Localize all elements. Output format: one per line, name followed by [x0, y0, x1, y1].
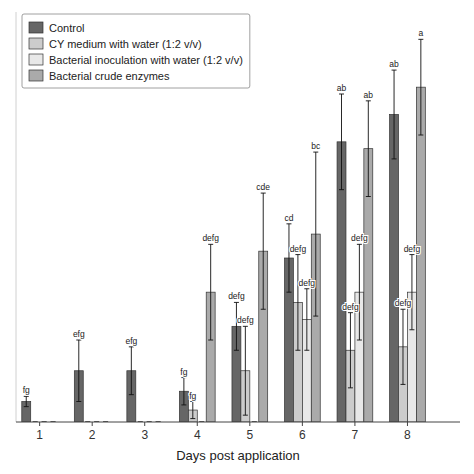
bar	[390, 115, 399, 423]
x-tick	[354, 422, 355, 426]
legend-swatch	[29, 22, 43, 33]
x-tick-label: 7	[352, 428, 359, 442]
legend-label: Bacterial inoculation with water (1:2 v/…	[49, 54, 243, 66]
legend-swatch	[29, 54, 43, 65]
bar-letter: ab	[364, 90, 374, 100]
bar-letter: defg	[237, 315, 254, 325]
error-bar	[129, 347, 134, 395]
x-axis-line	[16, 422, 460, 423]
bar-letter: fg	[23, 385, 30, 395]
bar-letter: defg	[202, 233, 219, 243]
x-tick-label: 3	[141, 428, 148, 442]
legend: Control CY medium with water (1:2 v/v) Bac…	[22, 14, 250, 88]
bar-letter: ab	[389, 59, 399, 69]
bar-letter: defg	[299, 278, 316, 288]
chart: fg efg efg fg defg cd ab ab fg defg defg defg defg de…	[0, 0, 474, 474]
bar-letter: fg	[189, 391, 196, 401]
bar-letter: cd	[284, 213, 293, 223]
x-tick	[197, 422, 198, 426]
error-bar	[400, 309, 405, 384]
error-bar	[348, 313, 353, 388]
error-bar	[357, 244, 362, 340]
x-tick	[144, 422, 145, 426]
bar	[416, 87, 425, 422]
bar-letter: efg	[73, 329, 85, 339]
x-tick-label: 2	[89, 428, 96, 442]
error-bar	[392, 70, 397, 159]
bar-letter: ab	[337, 83, 347, 93]
x-tick-label: 8	[404, 428, 411, 442]
bar-letter: defg	[404, 244, 421, 254]
legend-frame	[22, 14, 250, 88]
bar-letter: defg	[290, 244, 307, 254]
x-tick-label: 6	[299, 428, 306, 442]
x-tick	[249, 422, 250, 426]
x-tick-label: 1	[36, 428, 43, 442]
error-bar	[339, 94, 344, 190]
bar-letter: bc	[311, 141, 321, 151]
bar-letter: defg	[228, 291, 245, 301]
error-bar	[418, 39, 423, 135]
error-bar	[304, 289, 309, 351]
bar-letter: defg	[342, 302, 359, 312]
error-bar	[181, 378, 186, 405]
bar-letter: efg	[125, 336, 137, 346]
legend-label: Control	[49, 22, 84, 34]
bar-letter: a	[418, 28, 423, 38]
bar-letter: defg	[395, 298, 412, 308]
x-tick	[302, 422, 303, 426]
x-axis-label: Days post application	[176, 448, 300, 463]
error-bar	[243, 326, 248, 415]
error-bar	[313, 152, 318, 316]
y-range-line	[16, 12, 17, 422]
error-bar	[234, 302, 239, 350]
legend-swatch	[29, 70, 43, 81]
x-tick	[92, 422, 93, 426]
error-bar	[409, 255, 414, 330]
error-bar	[286, 224, 291, 292]
legend-label: CY medium with water (1:2 v/v)	[49, 38, 202, 50]
error-bar	[76, 340, 81, 402]
error-bar	[190, 402, 195, 419]
x-tick-label: 4	[194, 428, 201, 442]
error-bar	[295, 255, 300, 351]
x-tick	[407, 422, 408, 426]
x-tick	[39, 422, 40, 426]
bar-letter: fg	[180, 367, 187, 377]
error-bar	[261, 193, 266, 309]
legend-swatch	[29, 38, 43, 49]
x-tick-label: 5	[246, 428, 253, 442]
bar-letter: cde	[256, 182, 270, 192]
error-bar	[366, 101, 371, 197]
error-bar	[24, 396, 29, 406]
error-bar	[208, 244, 213, 340]
marks	[22, 39, 426, 422]
bar-letter: defg	[351, 233, 368, 243]
legend-label: Bacterial crude enzymes	[49, 70, 170, 82]
